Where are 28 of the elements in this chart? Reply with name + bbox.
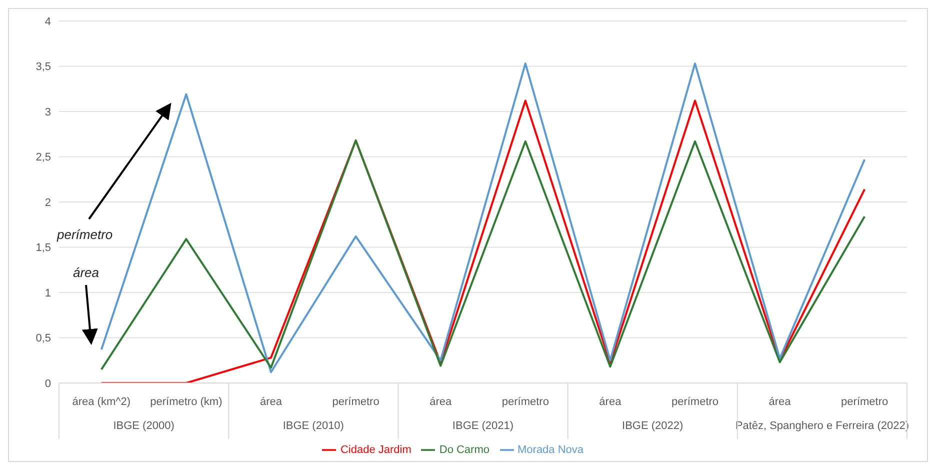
- x-tick-label: área: [599, 396, 622, 408]
- legend-label: Cidade Jardim: [340, 444, 412, 456]
- annotation: perímetro: [56, 227, 113, 242]
- y-tick-label: 3: [44, 106, 51, 118]
- y-tick-label: 2: [44, 196, 51, 209]
- x-tick-label: área: [430, 396, 452, 408]
- text: IBGE (2021): [452, 420, 514, 432]
- text: IBGE (2000): [113, 420, 174, 432]
- text: IBGE (2010): [282, 420, 344, 432]
- y-tick-label: 4: [44, 16, 51, 28]
- x-tick-label: área (km^2): [72, 396, 131, 408]
- annotation: área: [73, 265, 100, 280]
- x-tick-label: perímetro (km): [150, 396, 222, 408]
- legend-label: Morada Nova: [518, 444, 584, 456]
- y-tick-label: 1: [44, 287, 51, 300]
- y-tick-label: 2,5: [36, 152, 51, 164]
- y-tick-label: 0: [44, 378, 51, 390]
- x-tick-label: área: [768, 396, 792, 408]
- legend-label: Do Carmo: [439, 444, 490, 456]
- x-tick-label: perímetro: [841, 396, 888, 408]
- x-tick-label: área: [260, 396, 283, 408]
- y-tick-label: 0,5: [36, 332, 51, 345]
- x-tick-label: perímetro: [671, 396, 719, 408]
- text: IBGE (2022): [622, 420, 684, 432]
- y-tick-label: 1,5: [36, 242, 51, 254]
- x-tick-label: perímetro: [502, 396, 549, 408]
- x-tick-label: perímetro: [332, 396, 380, 408]
- y-tick-label: 3,5: [36, 61, 51, 74]
